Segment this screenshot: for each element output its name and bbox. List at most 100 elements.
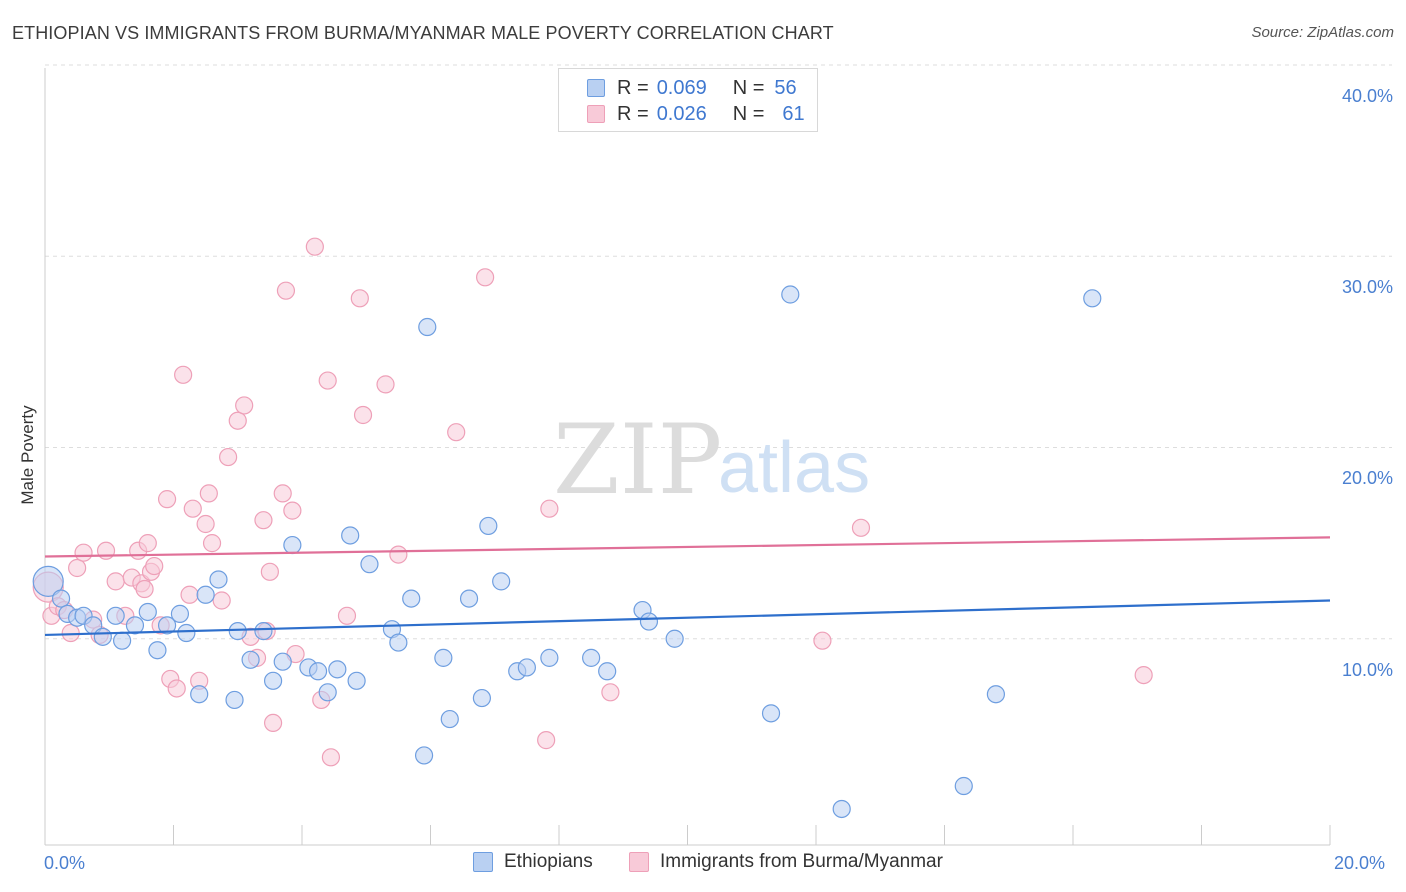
burma-point <box>202 534 222 553</box>
ethiopians-point <box>225 690 244 710</box>
ethiopians-point <box>196 585 215 604</box>
ethiopians-point <box>138 602 157 622</box>
ethiopians-point <box>440 709 459 729</box>
burma-point <box>138 534 157 553</box>
burma-point <box>273 484 292 503</box>
x-tick-label: 0.0% <box>44 853 86 873</box>
chart-title: ETHIOPIAN VS IMMIGRANTS FROM BURMA/MYANM… <box>12 23 834 43</box>
burma-point <box>228 411 247 430</box>
legend-swatch-blue <box>587 79 605 97</box>
burma-point <box>145 556 164 576</box>
ethiopians-point <box>32 565 64 597</box>
ethiopians-point <box>472 688 491 708</box>
ethiopians-point <box>761 704 781 723</box>
source-credit: Source: ZipAtlas.com <box>1251 24 1394 41</box>
legend-swatch-blue <box>473 852 493 872</box>
burma-point <box>376 375 395 394</box>
ethiopians-point <box>360 555 379 574</box>
legend-label-ethiopians: Ethiopians <box>504 851 593 872</box>
burma-point <box>199 484 218 503</box>
burma-point <box>537 731 556 750</box>
burma-point <box>74 543 93 562</box>
y-tick-label: 40.0% <box>1341 86 1393 106</box>
burma-point <box>219 447 238 467</box>
ethiopians-point <box>148 641 167 660</box>
ethiopians-point <box>459 589 479 608</box>
ethiopians-point <box>318 683 337 702</box>
burma-point <box>476 268 495 287</box>
burma-point <box>813 631 832 650</box>
ethiopians-point <box>492 572 511 591</box>
ethiopians-point <box>540 648 559 667</box>
ethiopians-point <box>781 285 800 304</box>
burma-point <box>305 237 324 256</box>
burma-trend-line <box>44 536 1331 558</box>
ethiopians-point <box>832 799 851 819</box>
burma-point <box>106 572 125 591</box>
burma-point <box>350 289 369 308</box>
legend-n-label: N = <box>732 102 765 125</box>
burma-point <box>353 405 373 425</box>
burma-point <box>196 514 215 534</box>
y-tick-label: 10.0% <box>1341 660 1393 680</box>
series-ethiopians-points <box>32 285 1102 819</box>
ethiopians-point <box>190 685 209 704</box>
axes <box>44 68 1331 846</box>
ethiopians-point <box>479 516 498 536</box>
burma-point <box>601 683 620 702</box>
ethiopians-point <box>414 746 434 765</box>
burma-point <box>135 579 154 599</box>
ethiopians-point <box>954 776 973 796</box>
legend-row-ethiopians: R = 0.069 N = 56 <box>587 76 797 100</box>
burma-point <box>540 499 559 518</box>
burma-point <box>260 562 279 581</box>
burma-point <box>68 558 87 578</box>
ethiopians-point <box>106 606 125 625</box>
ethiopians-point <box>598 662 617 681</box>
legend-row-burma: R = 0.026 N = 61 <box>587 102 805 126</box>
ethiopians-point <box>389 633 408 652</box>
ethiopians-point <box>341 526 360 545</box>
ethiopians-point <box>402 589 421 608</box>
bottom-legend-ethiopians: Ethiopians <box>473 851 593 873</box>
ethiopians-point <box>112 631 132 650</box>
burma-point <box>180 585 199 604</box>
legend-r-label: R = <box>617 102 649 125</box>
ethiopians-point <box>1083 289 1102 308</box>
legend-r-label: R = <box>617 76 649 99</box>
ethiopians-point <box>665 629 684 648</box>
burma-point <box>254 511 273 530</box>
correlation-legend: R = 0.069 N = 56 R = 0.026 N = 61 <box>558 68 818 132</box>
burma-point <box>389 545 408 564</box>
ethiopians-point <box>254 621 273 641</box>
y-tick-label: 20.0% <box>1341 468 1393 488</box>
burma-point <box>167 679 186 698</box>
burma-point <box>321 748 341 767</box>
legend-swatch-pink <box>629 852 649 872</box>
trend-lines <box>44 536 1331 637</box>
ethiopians-point <box>308 662 328 681</box>
legend-label-burma: Immigrants from Burma/Myanmar <box>660 851 943 872</box>
ethiopians-point <box>273 652 292 671</box>
burma-point <box>235 396 254 415</box>
burma-point <box>174 365 193 384</box>
ethiopians-point <box>157 616 177 635</box>
burma-point <box>212 591 231 610</box>
ethiopians-point <box>582 648 601 667</box>
ethiopians-point <box>51 589 71 608</box>
ethiopians-point <box>986 685 1006 704</box>
ethiopians-point <box>93 627 112 646</box>
burma-point <box>851 518 871 537</box>
watermark-zip: ZIP <box>553 404 722 516</box>
ethiopians-point <box>228 621 247 641</box>
legend-n-value: 61 <box>782 102 805 125</box>
ethiopians-point <box>328 660 347 679</box>
ethiopians-point <box>283 535 302 555</box>
ethiopians-point <box>177 623 196 643</box>
ethiopians-point <box>125 616 145 635</box>
burma-point <box>1134 665 1153 685</box>
burma-point <box>263 713 283 733</box>
ethiopians-point <box>517 658 536 677</box>
ethiopians-point <box>209 570 228 589</box>
